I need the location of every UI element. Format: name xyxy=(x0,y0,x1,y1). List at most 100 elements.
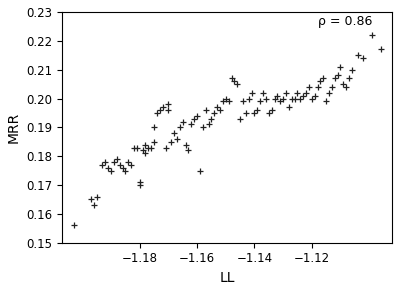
Point xyxy=(220,99,226,104)
Point xyxy=(294,91,300,95)
Point xyxy=(102,160,109,164)
Point xyxy=(260,91,266,95)
Point xyxy=(194,114,200,118)
Point xyxy=(297,96,304,101)
Point xyxy=(317,79,324,84)
Point xyxy=(180,119,186,124)
Point xyxy=(142,151,149,156)
Point xyxy=(114,157,120,161)
Point xyxy=(314,85,321,89)
Point xyxy=(88,197,94,202)
Point xyxy=(312,93,318,98)
Point xyxy=(288,96,295,101)
Point xyxy=(337,65,344,69)
Point xyxy=(280,96,286,101)
Point xyxy=(271,96,278,101)
Point xyxy=(306,85,312,89)
Point xyxy=(349,67,355,72)
Point xyxy=(182,142,189,147)
Point xyxy=(168,140,174,144)
Point xyxy=(162,145,169,150)
Point xyxy=(243,111,249,115)
Point xyxy=(203,108,209,112)
Point xyxy=(148,145,154,150)
Point xyxy=(286,105,292,110)
Point xyxy=(214,105,220,110)
Point xyxy=(266,111,272,115)
Point xyxy=(283,91,289,95)
Point xyxy=(291,96,298,101)
Point xyxy=(245,96,252,101)
Point xyxy=(91,203,97,208)
X-axis label: LL: LL xyxy=(219,271,235,285)
Point xyxy=(326,91,332,95)
Point xyxy=(200,125,206,130)
Point xyxy=(237,117,243,121)
Point xyxy=(303,91,309,95)
Point xyxy=(188,122,195,127)
Point xyxy=(234,82,241,86)
Point xyxy=(340,82,346,86)
Point xyxy=(308,96,315,101)
Point xyxy=(125,160,132,164)
Point xyxy=(131,145,137,150)
Point xyxy=(300,93,306,98)
Point xyxy=(165,108,172,112)
Point xyxy=(154,111,160,115)
Point xyxy=(320,76,326,81)
Point xyxy=(128,163,134,167)
Point xyxy=(160,105,166,110)
Point xyxy=(343,85,350,89)
Point xyxy=(360,56,367,60)
Point xyxy=(323,99,329,104)
Y-axis label: MRR: MRR xyxy=(7,112,21,143)
Point xyxy=(334,73,341,78)
Point xyxy=(354,53,361,58)
Point xyxy=(71,223,77,228)
Point xyxy=(225,99,232,104)
Point xyxy=(111,160,117,164)
Point xyxy=(263,96,269,101)
Point xyxy=(108,168,114,173)
Point xyxy=(274,93,280,98)
Point xyxy=(277,99,283,104)
Point xyxy=(136,180,143,185)
Point xyxy=(208,117,215,121)
Point xyxy=(171,131,177,135)
Text: ρ = 0.86: ρ = 0.86 xyxy=(318,15,372,28)
Point xyxy=(377,47,384,52)
Point xyxy=(223,96,229,101)
Point xyxy=(174,137,180,141)
Point xyxy=(122,168,128,173)
Point xyxy=(165,102,172,107)
Point xyxy=(346,76,352,81)
Point xyxy=(197,168,203,173)
Point xyxy=(240,99,246,104)
Point xyxy=(136,183,143,187)
Point xyxy=(231,79,237,84)
Point xyxy=(151,140,157,144)
Point xyxy=(145,145,152,150)
Point xyxy=(177,125,183,130)
Point xyxy=(332,76,338,81)
Point xyxy=(119,166,126,170)
Point xyxy=(134,145,140,150)
Point xyxy=(228,76,235,81)
Point xyxy=(329,85,335,89)
Point xyxy=(257,99,263,104)
Point xyxy=(93,194,100,199)
Point xyxy=(254,108,261,112)
Point xyxy=(157,108,163,112)
Point xyxy=(191,117,198,121)
Point xyxy=(185,148,192,153)
Point xyxy=(249,91,255,95)
Point xyxy=(269,108,275,112)
Point xyxy=(369,33,375,37)
Point xyxy=(99,163,106,167)
Point xyxy=(142,142,149,147)
Point xyxy=(151,125,157,130)
Point xyxy=(105,166,111,170)
Point xyxy=(139,148,146,153)
Point xyxy=(205,122,212,127)
Point xyxy=(217,108,223,112)
